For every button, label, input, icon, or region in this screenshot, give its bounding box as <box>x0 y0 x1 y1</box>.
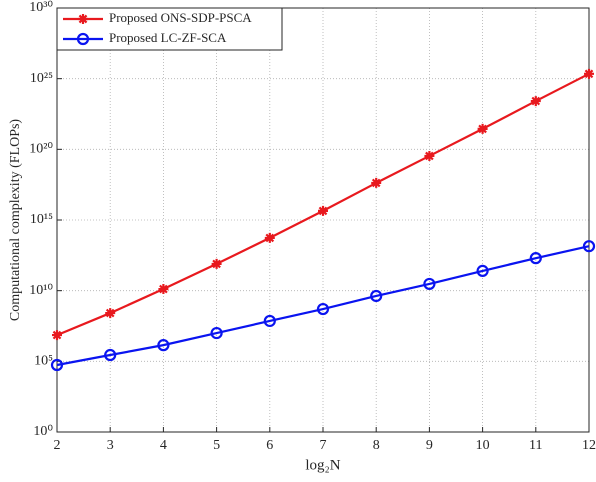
marker <box>264 232 275 243</box>
marker <box>104 348 117 362</box>
marker <box>211 258 222 269</box>
y-tick-label: 10²⁵ <box>30 71 53 86</box>
marker <box>50 358 64 372</box>
x-tick-label: 8 <box>373 438 380 453</box>
y-tick-label: 10¹⁵ <box>30 212 53 227</box>
y-tick-label: 10²⁰ <box>29 142 53 157</box>
x-tick-label: 11 <box>529 438 542 453</box>
legend-label: Proposed ONS-SDP-PSCA <box>109 10 252 25</box>
x-tick-label: 10 <box>476 438 490 453</box>
marker <box>582 240 596 253</box>
marker <box>52 330 62 341</box>
marker <box>371 177 382 188</box>
x-tick-label: 7 <box>320 438 327 453</box>
marker <box>157 339 170 352</box>
marker <box>424 150 435 161</box>
plot-frame <box>56 7 590 433</box>
marker <box>158 284 169 295</box>
marker <box>316 302 330 316</box>
marker <box>78 14 88 24</box>
marker <box>529 252 542 265</box>
y-tick-label: 10¹⁰ <box>29 283 53 298</box>
y-tick-label: 10⁰ <box>33 424 53 439</box>
marker <box>530 96 541 107</box>
x-tick-label: 6 <box>266 438 273 453</box>
marker <box>263 314 276 328</box>
legend: Proposed ONS-SDP-PSCA Proposed LC-ZF-SCA <box>56 7 283 51</box>
y-tick-label: 10⁵ <box>34 354 53 369</box>
x-tick-label: 12 <box>582 438 596 453</box>
x-tick-label: 2 <box>54 438 61 453</box>
marker <box>584 68 594 79</box>
marker <box>370 289 383 303</box>
x-tick-label: 5 <box>213 438 220 453</box>
x-axis-label: log₂N <box>305 457 340 473</box>
x-tick-label: 9 <box>426 438 433 453</box>
x-tick-label: 4 <box>160 438 167 453</box>
y-axis-label: Computational complexity (FLOPs) <box>8 119 23 322</box>
marker <box>476 264 489 278</box>
marker <box>105 308 116 319</box>
marker <box>318 205 328 216</box>
marker <box>76 32 90 46</box>
x-tick-label: 3 <box>107 438 114 453</box>
marker <box>210 326 223 340</box>
series-line <box>56 245 590 367</box>
marker <box>477 123 488 134</box>
legend-box <box>56 7 283 51</box>
y-tick-label: 10³⁰ <box>29 0 53 15</box>
marker <box>423 277 436 291</box>
legend-label: Proposed LC-ZF-SCA <box>109 30 227 45</box>
